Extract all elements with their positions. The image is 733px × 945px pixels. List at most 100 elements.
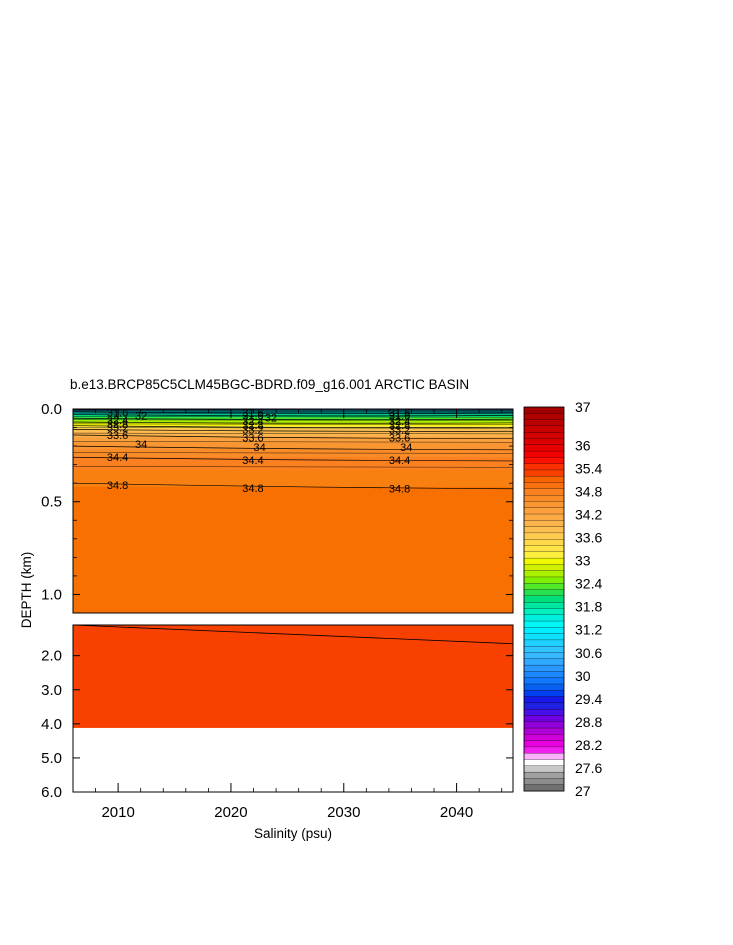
colorbar-swatch bbox=[523, 589, 565, 597]
contour-label: 34.8 bbox=[389, 484, 410, 496]
colorbar-swatch bbox=[523, 753, 565, 760]
contour-line bbox=[73, 409, 513, 411]
contour-label: 32.8 bbox=[242, 420, 263, 432]
colorbar-label: 27 bbox=[575, 783, 591, 799]
contour-label: 31.6 bbox=[242, 410, 263, 422]
colorbar-label: 30.6 bbox=[575, 645, 602, 661]
y-tick-label: 6.0 bbox=[41, 784, 62, 801]
colorbar-swatch bbox=[523, 494, 565, 502]
colorbar-label: 35.4 bbox=[575, 460, 602, 476]
colorbar-swatch bbox=[523, 488, 565, 496]
colorbar-swatch bbox=[523, 551, 565, 559]
contour-label: 34 bbox=[254, 442, 266, 454]
upper-panel-contour-labels: 31.6 3232.432.833.233.63434.434.831.631.6… bbox=[107, 408, 413, 496]
colorbar-label: 28.8 bbox=[575, 714, 602, 730]
fill-band bbox=[73, 412, 513, 416]
contour-label: 34 bbox=[400, 442, 412, 454]
contour-label: 33.6 bbox=[107, 430, 128, 442]
fill-band bbox=[73, 420, 513, 424]
contour-line bbox=[73, 419, 513, 421]
fill-band bbox=[73, 414, 513, 418]
contour-line bbox=[73, 625, 513, 645]
contour-label: 31.6 bbox=[242, 408, 263, 420]
fill-band bbox=[73, 470, 513, 488]
contour-line bbox=[73, 414, 513, 417]
colorbar-swatch bbox=[523, 690, 565, 698]
colorbar-swatch bbox=[523, 633, 565, 641]
contour-line bbox=[73, 456, 513, 462]
contour-label: 34.8 bbox=[107, 480, 128, 492]
colorbar-swatch bbox=[523, 438, 565, 446]
x-tick-label: 2020 bbox=[214, 804, 247, 821]
colorbar-swatch bbox=[523, 721, 565, 729]
fill-band bbox=[73, 457, 513, 471]
contour-line bbox=[73, 412, 513, 415]
fill-band bbox=[73, 486, 513, 613]
contour-label: 32.8 bbox=[107, 419, 128, 431]
contour-line bbox=[73, 416, 513, 418]
colorbar-swatch bbox=[523, 601, 565, 609]
colorbar-swatch bbox=[523, 683, 565, 691]
chart-title: b.e13.BRCP85C5CLM45BGC-BDRD.f09_g16.001 … bbox=[70, 377, 469, 392]
contour-label: 31.6 bbox=[107, 408, 128, 420]
colorbar-label: 30 bbox=[575, 668, 591, 684]
colorbar-swatch bbox=[523, 652, 565, 660]
contour-line bbox=[73, 432, 513, 435]
colorbar-swatch bbox=[523, 576, 565, 584]
contour-label: 32.8 bbox=[389, 420, 410, 432]
contour-label: 31.6 bbox=[389, 410, 410, 422]
y-axis: 0.0 0.5 1.0 2.0 3.0 4.0 5.0 6.0 bbox=[41, 401, 513, 801]
colorbar-swatch bbox=[523, 570, 565, 578]
contour-label: 34 bbox=[135, 439, 147, 451]
y-tick-label: 4.0 bbox=[41, 716, 62, 733]
colorbar-swatch bbox=[523, 715, 565, 723]
colorbar-swatch bbox=[523, 520, 565, 528]
colorbar-swatch bbox=[523, 671, 565, 679]
contour-line bbox=[73, 482, 513, 490]
y-axis-label: DEPTH (km) bbox=[19, 552, 34, 629]
colorbar-swatch bbox=[523, 413, 565, 421]
colorbar-swatch bbox=[523, 620, 565, 628]
contour-line bbox=[73, 425, 513, 429]
upper-panel-contours bbox=[73, 409, 513, 490]
colorbar-label: 31.8 bbox=[575, 599, 602, 615]
colorbar-swatch bbox=[523, 614, 565, 622]
colorbar-swatch bbox=[523, 734, 565, 742]
colorbar-swatch bbox=[523, 727, 565, 735]
contour-label: 33.6 bbox=[242, 433, 263, 445]
contour-label: 34.4 bbox=[389, 455, 410, 467]
x-tick-label: 2010 bbox=[101, 804, 134, 821]
colorbar-swatch bbox=[523, 646, 565, 653]
colorbar-swatch bbox=[523, 639, 565, 647]
colorbar-swatch bbox=[523, 501, 565, 509]
colorbar-swatch bbox=[523, 595, 565, 603]
colorbar-swatch bbox=[523, 526, 565, 534]
colorbar-swatch bbox=[523, 778, 565, 786]
colorbar-swatch bbox=[523, 425, 565, 433]
colorbar-swatch bbox=[523, 583, 565, 591]
lower-panel-frame bbox=[72, 624, 514, 793]
contour-line bbox=[73, 417, 513, 420]
colorbar-swatch bbox=[523, 507, 565, 515]
colorbar-swatch bbox=[523, 482, 565, 490]
colorbar-swatch bbox=[523, 784, 565, 792]
colorbar-label: 27.6 bbox=[575, 760, 602, 776]
contour-label: 34.4 bbox=[242, 455, 263, 467]
colorbar-label: 34.2 bbox=[575, 507, 602, 523]
colorbar-label: 32.4 bbox=[575, 576, 602, 592]
colorbar-swatch bbox=[523, 450, 565, 458]
colorbar-label: 31.2 bbox=[575, 622, 602, 638]
contour-line bbox=[73, 466, 513, 468]
contour-line bbox=[73, 445, 513, 451]
colorbar-swatch bbox=[523, 627, 565, 635]
fill-band bbox=[73, 428, 513, 433]
colorbar-swatch bbox=[523, 608, 565, 616]
contour-label: 32.4 bbox=[389, 416, 410, 428]
contour-line bbox=[73, 429, 513, 432]
y-tick-label: 0.0 bbox=[41, 401, 62, 418]
contour-label: 33.2 bbox=[107, 423, 128, 435]
y-tick-label: 5.0 bbox=[41, 750, 62, 767]
colorbar-swatch bbox=[523, 463, 565, 471]
x-axis: 2010 2020 2030 2040 bbox=[95, 409, 503, 821]
